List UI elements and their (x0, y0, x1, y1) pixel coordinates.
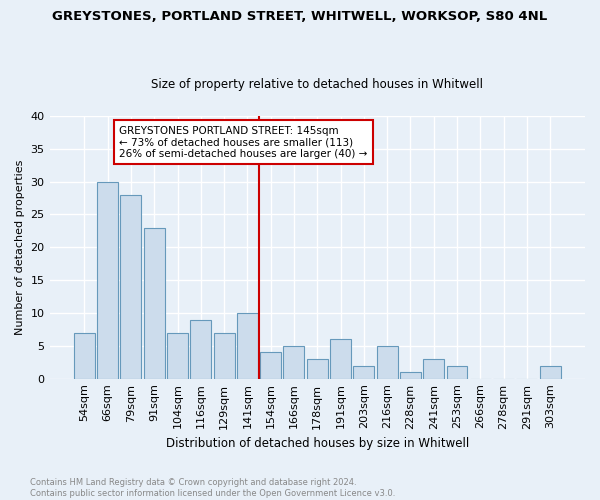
Bar (74, 332, 95, 378)
Text: GREYSTONES PORTLAND STREET: 145sqm
← 73% of detached houses are smaller (113)
26: GREYSTONES PORTLAND STREET: 145sqm ← 73%… (119, 126, 368, 159)
X-axis label: Distribution of detached houses by size in Whitwell: Distribution of detached houses by size … (166, 437, 469, 450)
Bar (307, 359, 328, 378)
Bar (214, 332, 235, 378)
Bar (400, 372, 421, 378)
Text: GREYSTONES, PORTLAND STREET, WHITWELL, WORKSOP, S80 4NL: GREYSTONES, PORTLAND STREET, WHITWELL, W… (52, 10, 548, 23)
Title: Size of property relative to detached houses in Whitwell: Size of property relative to detached ho… (151, 78, 483, 91)
Bar (446, 366, 467, 378)
Bar (167, 332, 188, 378)
Bar (330, 339, 351, 378)
Bar (144, 228, 165, 378)
Bar (353, 366, 374, 378)
Bar (260, 352, 281, 378)
Y-axis label: Number of detached properties: Number of detached properties (15, 160, 25, 335)
Bar (237, 313, 258, 378)
Bar (377, 346, 398, 378)
Bar (97, 182, 118, 378)
Bar (190, 320, 211, 378)
Text: Contains HM Land Registry data © Crown copyright and database right 2024.
Contai: Contains HM Land Registry data © Crown c… (30, 478, 395, 498)
Bar (423, 359, 444, 378)
Bar (283, 346, 304, 378)
Bar (121, 194, 142, 378)
Bar (539, 366, 560, 378)
